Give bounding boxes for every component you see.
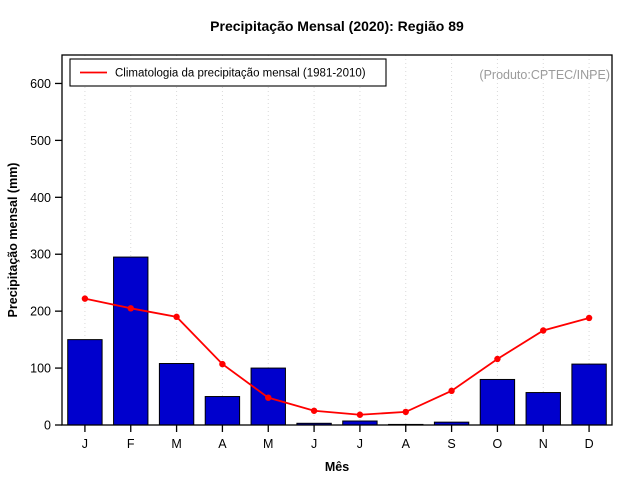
climatology-point [585, 314, 593, 322]
x-tick-label: M [263, 437, 273, 451]
climatology-point [173, 313, 180, 321]
bar-M-3 [158, 363, 195, 426]
climatology-point [494, 355, 501, 363]
x-tick-label: A [218, 437, 227, 451]
product-annotation: (Produto:CPTEC/INPE) [479, 68, 610, 82]
plot-area: 0 100 200 300 400 500 600 J F M A M J J A S O N D [30, 54, 613, 451]
y-tick-label: 300 [30, 248, 51, 262]
legend-label: Climatologia da precipitação mensal (198… [115, 68, 366, 80]
x-tick-label: N [539, 437, 548, 451]
climatology-point [402, 408, 409, 416]
x-tick-label: M [171, 437, 181, 451]
y-tick-label: 0 [44, 419, 51, 433]
bar-A-4 [204, 396, 241, 426]
climatology-point [356, 411, 364, 418]
x-tick-label: J [357, 437, 363, 451]
climatology-line [84, 297, 590, 416]
x-tick-label: J [82, 437, 88, 451]
y-axis-title: Precipitação mensal (mm) [6, 163, 20, 318]
climatology-point [219, 360, 226, 368]
y-tick-label: 600 [30, 77, 51, 91]
legend-box [69, 58, 387, 87]
y-tick-label: 100 [30, 362, 51, 376]
chart-title: Precipitação Mensal (2020): Região 89 [210, 18, 464, 34]
x-tick-label: O [493, 437, 503, 451]
y-tick-label: 500 [30, 134, 51, 148]
legend: Climatologia da precipitação mensal (198… [69, 58, 387, 87]
bar-D-12 [571, 363, 607, 426]
climatology-point [127, 305, 134, 312]
climatology-point [540, 327, 547, 334]
y-tick-label: 200 [30, 305, 51, 319]
climatology-point [81, 295, 89, 302]
x-tick-label: S [447, 437, 455, 451]
bar-O-10 [479, 378, 516, 426]
bar-N-11 [525, 392, 561, 426]
x-tick-label: F [127, 437, 135, 451]
bar-F-2 [113, 256, 149, 426]
climatology-point [310, 407, 318, 414]
climatology-point [265, 394, 272, 401]
x-tick-label: A [402, 437, 411, 451]
y-tick-label: 400 [30, 191, 51, 205]
x-tick-label: D [585, 437, 594, 451]
x-tick-label: J [311, 437, 317, 451]
climatology-point [448, 387, 455, 395]
x-axis-title: Mês [325, 460, 349, 474]
bar-J-1 [67, 339, 103, 426]
plot-border [61, 54, 613, 426]
